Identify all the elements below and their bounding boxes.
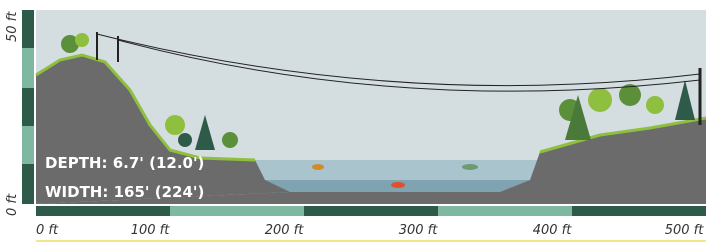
x-scale [36, 206, 706, 216]
vertical-scale [22, 10, 34, 204]
width-label: WIDTH: 165' (224') [45, 183, 204, 201]
scale-top-label: 50 ft [5, 11, 20, 42]
x-label: 100 ft [131, 223, 171, 238]
scale-bottom-label: 0 ft [5, 193, 20, 216]
river-cross-section: 50 ft 0 ft DEPTH: 6.7' (12.0') WIDTH: 16… [0, 0, 706, 243]
x-label: 0 ft [36, 223, 59, 238]
x-label: 200 ft [265, 223, 305, 238]
x-label: 500 ft [665, 223, 705, 238]
x-label: 300 ft [399, 223, 439, 238]
x-label: 400 ft [533, 223, 573, 238]
depth-label: DEPTH: 6.7' (12.0') [45, 154, 204, 172]
